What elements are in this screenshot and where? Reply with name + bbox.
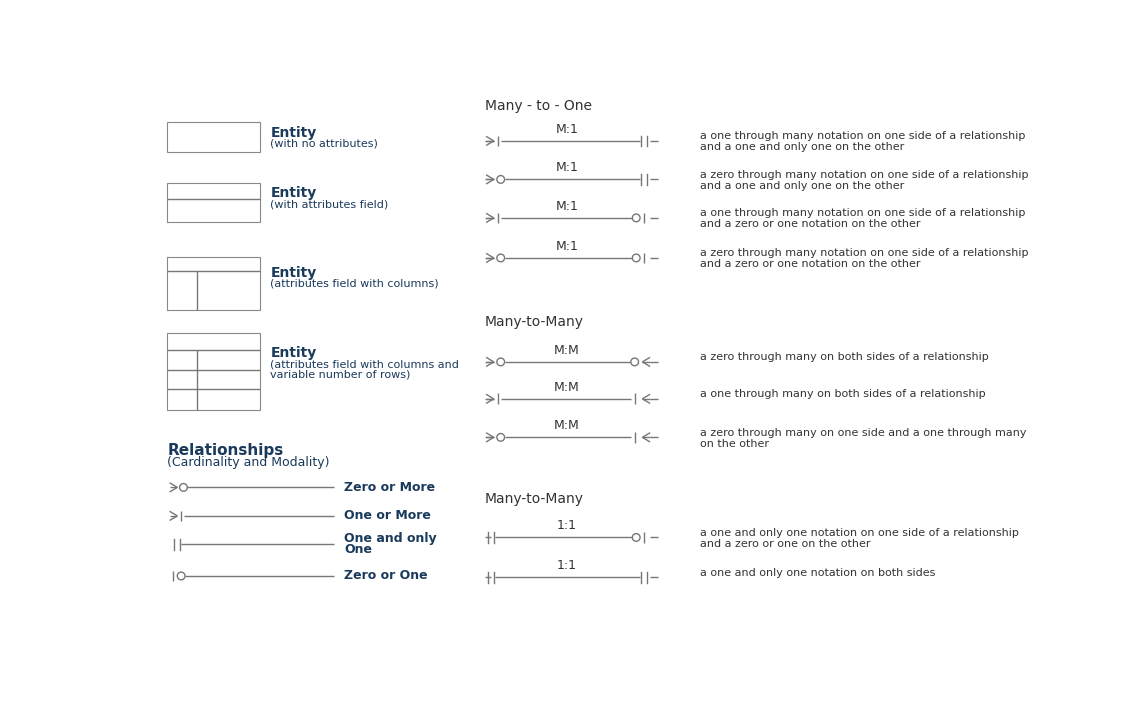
Circle shape [497,434,504,442]
Text: (attributes field with columns and: (attributes field with columns and [271,359,459,369]
Text: 1:1: 1:1 [557,519,577,532]
Circle shape [632,534,640,542]
Text: a zero through many notation on one side of a relationship: a zero through many notation on one side… [701,249,1029,258]
Text: M:M: M:M [554,344,580,357]
Text: and a one and only one on the other: and a one and only one on the other [701,181,904,191]
Circle shape [179,484,187,492]
Circle shape [177,572,185,580]
Text: Entity: Entity [271,186,317,200]
Text: and a zero or one notation on the other: and a zero or one notation on the other [701,219,920,229]
Text: a zero through many notation on one side of a relationship: a zero through many notation on one side… [701,170,1029,180]
Text: a one and only one notation on both sides: a one and only one notation on both side… [701,568,935,578]
Text: a zero through many on one side and a one through many: a zero through many on one side and a on… [701,428,1026,438]
Text: a one through many notation on one side of a relationship: a one through many notation on one side … [701,131,1025,141]
Text: a one and only one notation on one side of a relationship: a one and only one notation on one side … [701,528,1020,538]
Text: Many - to - One: Many - to - One [485,99,592,113]
Text: M:1: M:1 [555,240,578,253]
Text: (attributes field with columns): (attributes field with columns) [271,278,439,289]
Circle shape [497,254,504,262]
Text: (with no attributes): (with no attributes) [271,139,378,149]
Text: a one through many notation on one side of a relationship: a one through many notation on one side … [701,208,1025,218]
Text: variable number of rows): variable number of rows) [271,370,410,380]
Text: M:M: M:M [554,419,580,432]
Circle shape [497,175,504,183]
Text: Relationships: Relationships [167,443,283,458]
Text: Zero or More: Zero or More [344,481,435,494]
Text: Entity: Entity [271,126,317,140]
Text: Many-to-Many: Many-to-Many [485,315,584,329]
Text: One and only: One and only [344,532,437,545]
Bar [167,123,259,152]
Bar [167,257,259,310]
Text: M:1: M:1 [555,162,578,174]
Text: (with attributes field): (with attributes field) [271,199,389,209]
Text: M:1: M:1 [555,123,578,136]
Text: Many-to-Many: Many-to-Many [485,492,584,506]
Text: and a zero or one on the other: and a zero or one on the other [701,539,871,549]
Text: and a one and only one on the other: and a one and only one on the other [701,142,904,152]
Text: Entity: Entity [271,265,317,280]
Circle shape [497,358,504,365]
Text: Zero or One: Zero or One [344,569,427,582]
Text: a one through many on both sides of a relationship: a one through many on both sides of a re… [701,389,985,399]
Text: One: One [344,543,373,556]
Text: One or More: One or More [344,510,431,523]
Text: and a zero or one notation on the other: and a zero or one notation on the other [701,259,920,269]
Text: Entity: Entity [271,346,317,360]
Circle shape [632,254,640,262]
Text: (Cardinality and Modality): (Cardinality and Modality) [167,456,330,469]
Circle shape [631,358,639,365]
Bar [167,183,259,222]
Text: M:M: M:M [554,381,580,394]
Text: on the other: on the other [701,439,769,449]
Text: 1:1: 1:1 [557,560,577,573]
Text: a zero through many on both sides of a relationship: a zero through many on both sides of a r… [701,352,989,362]
Bar [167,334,259,410]
Text: M:1: M:1 [555,200,578,213]
Circle shape [632,214,640,222]
